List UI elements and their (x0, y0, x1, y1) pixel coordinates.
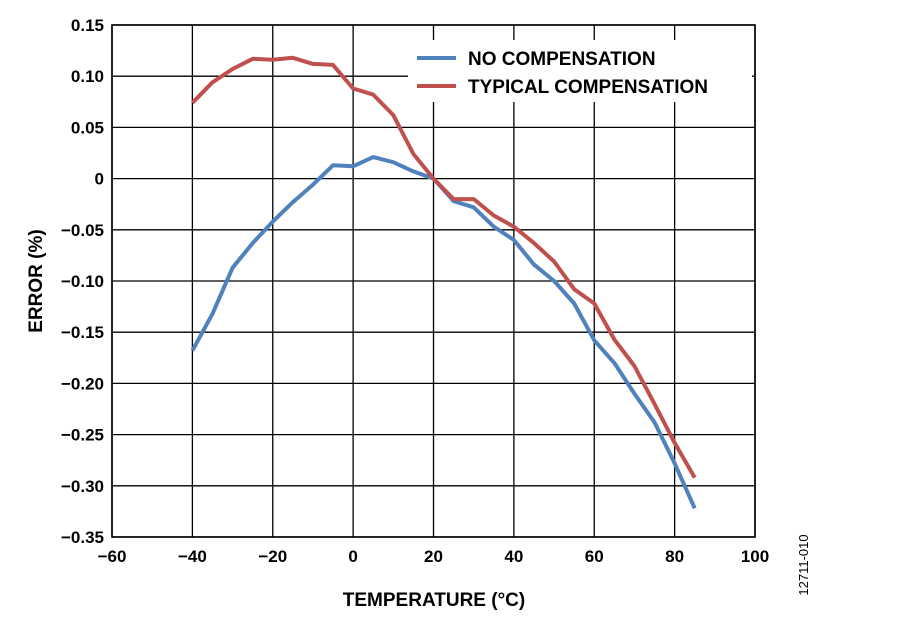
y-tick-label: 0.05 (71, 118, 104, 137)
x-tick-label: 0 (348, 547, 357, 566)
x-tick-label: −60 (98, 547, 127, 566)
x-tick-label: −20 (258, 547, 287, 566)
y-tick-label: 0.10 (71, 67, 104, 86)
plot-frame (111, 24, 756, 538)
x-tick-label: −40 (178, 547, 207, 566)
x-tick-label: 20 (424, 547, 443, 566)
legend-label: TYPICAL COMPENSATION (468, 77, 708, 98)
y-tick-label: −0.25 (61, 426, 104, 445)
series-line-typical-compensation (190, 55, 697, 479)
y-tick-label: 0 (95, 170, 104, 189)
x-axis-title: TEMPERATURE (°C) (343, 590, 525, 611)
legend: NO COMPENSATION TYPICAL COMPENSATION (408, 40, 752, 102)
x-tick-label: 40 (504, 547, 523, 566)
y-tick-label: −0.05 (61, 221, 104, 240)
x-tick-label: 80 (665, 547, 684, 566)
y-tick-label: 0.15 (71, 16, 104, 35)
y-tick-label: −0.10 (61, 272, 104, 291)
series-lines (190, 55, 697, 510)
x-tick-label: 100 (741, 547, 769, 566)
y-axis-title: ERROR (%) (26, 229, 47, 332)
y-tick-labels: 0.15 0.10 0.05 0 −0.05 −0.10 −0.15 −0.20 −0.25 −0… (61, 16, 104, 547)
y-tick-label: −0.20 (61, 374, 104, 393)
legend-label: NO COMPENSATION (468, 49, 656, 70)
y-tick-label: −0.35 (61, 528, 104, 547)
y-tick-label: −0.15 (61, 323, 104, 342)
figure-id: 12711-010 (796, 534, 811, 595)
x-tick-label: 60 (585, 547, 604, 566)
legend-background (408, 40, 752, 102)
y-tick-label: −0.30 (61, 477, 104, 496)
x-tick-labels: −60 −40 −20 0 20 40 60 80 100 (98, 547, 770, 566)
